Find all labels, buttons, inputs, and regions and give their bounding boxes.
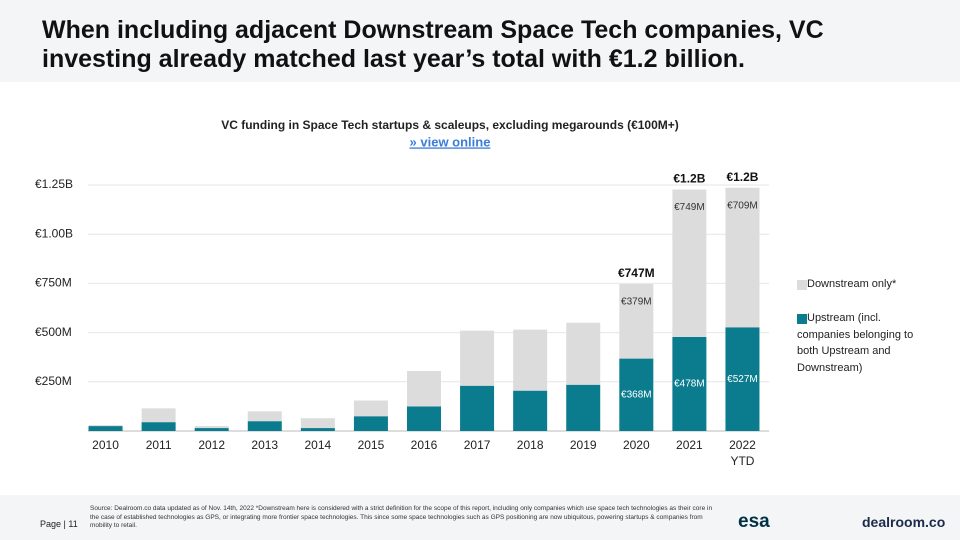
bar-segment	[300, 428, 335, 431]
y-tick-label: €250M	[35, 374, 72, 388]
bar-segment	[88, 426, 123, 431]
legend-swatch	[797, 280, 807, 290]
bar-segment	[353, 416, 388, 431]
value-label: €527M	[727, 374, 758, 385]
legend-label: Downstream only*	[807, 278, 897, 290]
x-tick-label: 2014	[304, 438, 331, 452]
bar-segment	[619, 358, 654, 431]
view-online-link[interactable]: » view online	[410, 134, 491, 149]
x-tick-label: 2012	[198, 438, 225, 452]
value-label: €709M	[727, 200, 758, 211]
footer-band	[0, 495, 960, 540]
x-tick-label: 2018	[517, 438, 544, 452]
bar-segment	[513, 390, 548, 431]
slide-title: When including adjacent Downstream Space…	[42, 16, 824, 73]
bar-segment	[247, 411, 282, 422]
bar-segment	[141, 422, 176, 431]
bar-segment	[194, 426, 229, 429]
bar-segment	[407, 370, 441, 407]
bar-segment	[247, 421, 282, 431]
source-note: Source: Dealroom.co data updated as of N…	[90, 505, 713, 529]
x-tick-label: 2017	[464, 438, 491, 452]
value-label: €749M	[674, 202, 705, 213]
bar-segment	[672, 336, 707, 431]
bar-segment	[725, 187, 760, 328]
bar-segment	[407, 406, 441, 431]
legend-swatch	[797, 314, 807, 324]
bar-segment	[194, 428, 229, 431]
x-tick-label: 2011	[146, 438, 172, 452]
total-label: €747M	[618, 266, 655, 280]
x-tick-label: 2022 YTD	[729, 438, 756, 468]
total-label: €1.2B	[726, 170, 758, 184]
x-tick-label: 2020	[623, 438, 650, 452]
bar-segment	[300, 418, 335, 429]
value-label: €478M	[674, 379, 705, 390]
y-tick-label: €500M	[35, 325, 72, 339]
esa-logo: esa	[738, 511, 770, 532]
y-tick-label: €1.25B	[35, 177, 73, 191]
bar-segment	[460, 385, 495, 431]
bar-segment	[513, 329, 548, 391]
legend-item: Upstream (incl. companies belonging to b…	[797, 310, 927, 376]
dealroom-logo: dealroom.co	[862, 514, 946, 530]
page-number: Page | 11	[40, 519, 78, 529]
bar-segment	[460, 330, 495, 386]
y-tick-label: €750M	[35, 276, 72, 290]
x-tick-label: 2015	[358, 438, 385, 452]
bar-segment	[88, 425, 123, 427]
y-tick-label: €1.00B	[35, 226, 73, 240]
legend-label: Upstream (incl. companies belonging to b…	[797, 312, 914, 374]
total-label: €1.2B	[673, 172, 705, 186]
x-tick-label: 2013	[251, 438, 278, 452]
bar-segment	[619, 283, 654, 359]
bar-segment	[141, 408, 176, 423]
legend-item: Downstream only*	[797, 276, 927, 293]
x-tick-label: 2021	[676, 438, 703, 452]
bar-segment	[353, 400, 388, 417]
bar-segment	[566, 384, 601, 431]
value-label: €368M	[621, 389, 652, 400]
x-tick-label: 2010	[92, 438, 119, 452]
value-label: €379M	[621, 297, 652, 308]
chart-title: VC funding in Space Tech startups & scal…	[221, 118, 679, 132]
x-tick-label: 2019	[570, 438, 597, 452]
bar-segment	[725, 327, 760, 431]
bar-segment	[672, 189, 707, 337]
header-band	[0, 0, 960, 82]
x-tick-label: 2016	[411, 438, 438, 452]
bar-segment	[566, 322, 601, 385]
